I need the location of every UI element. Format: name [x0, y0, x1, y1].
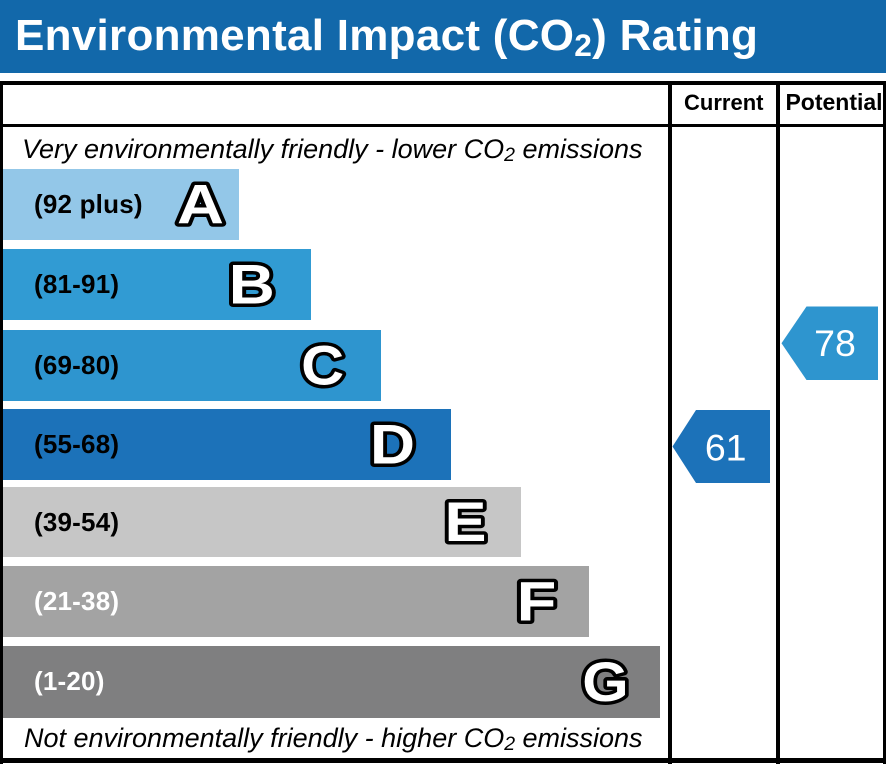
- svg-text:B: B: [229, 253, 275, 316]
- svg-text:G: G: [582, 652, 628, 714]
- svg-text:E: E: [445, 490, 487, 553]
- svg-text:78: 78: [814, 322, 856, 364]
- svg-text:D: D: [370, 412, 415, 475]
- svg-text:A: A: [177, 173, 224, 236]
- svg-text:C: C: [301, 335, 344, 397]
- svg-text:F: F: [517, 570, 557, 633]
- svg-text:61: 61: [705, 426, 747, 468]
